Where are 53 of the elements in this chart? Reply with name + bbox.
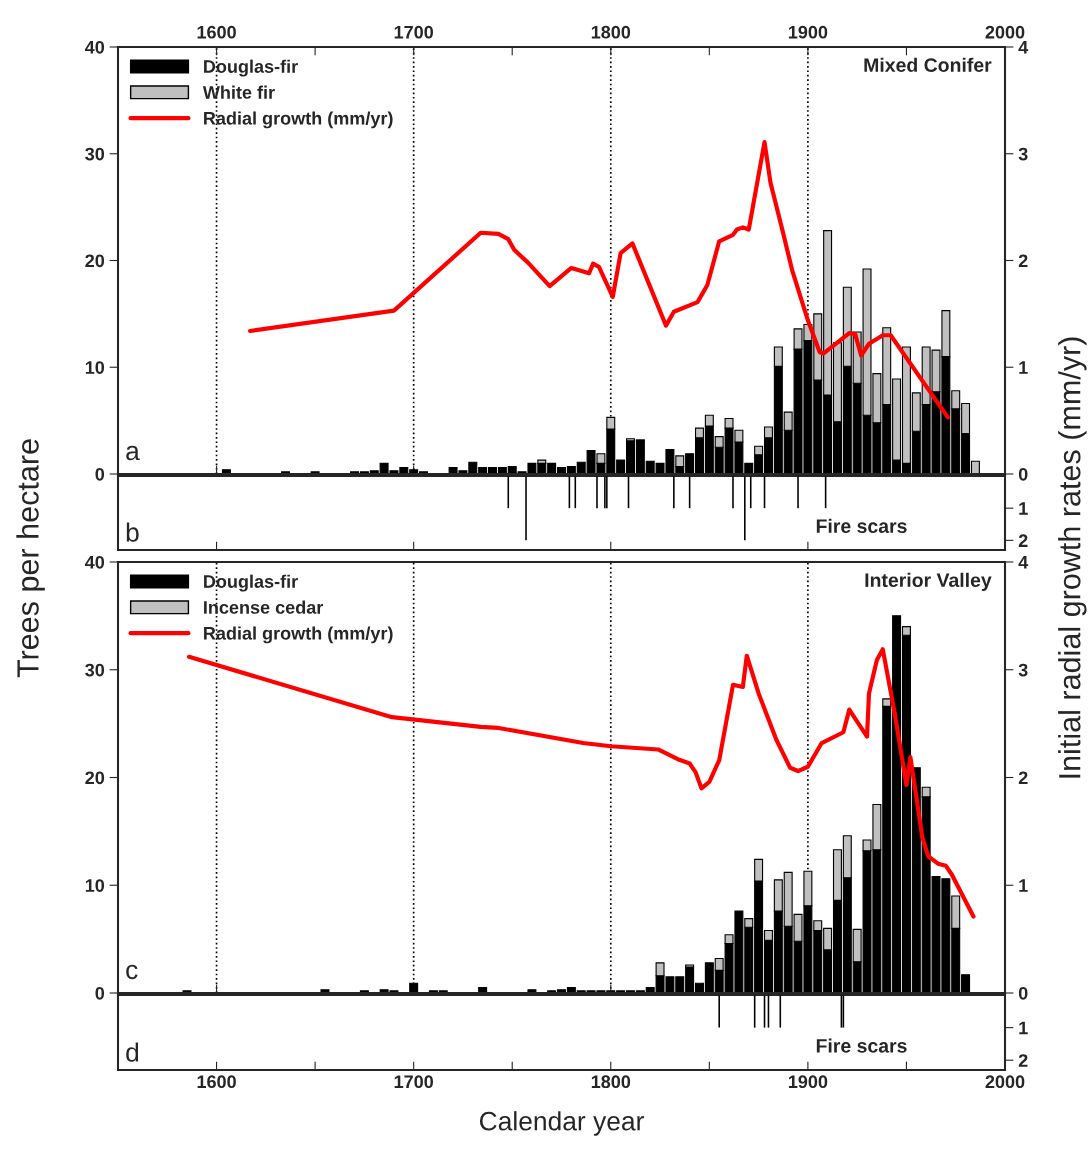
annotation: Interior Valley: [865, 572, 992, 591]
x-tick-label: 1900: [788, 1075, 828, 1089]
x-tick-label: 1700: [394, 1075, 434, 1089]
y-tick-label: 40: [85, 40, 105, 54]
x-axis-title: Calendar year: [479, 1111, 644, 1136]
y-tick-label: 30: [85, 147, 105, 161]
y2-tick-label: 3: [1018, 147, 1028, 161]
x2-tick-label: 1900: [788, 25, 828, 39]
y2-tick-label: 1: [1019, 879, 1028, 892]
line-series: [247, 139, 950, 420]
legend-label: Douglas-fir: [204, 574, 298, 592]
y2-tick-label: 2: [1018, 771, 1028, 785]
y2-tick-label: 2: [1018, 534, 1028, 547]
x-tick-label: 1800: [591, 1075, 631, 1089]
legend-label: Radial growth (mm/yr): [204, 111, 393, 129]
x2-tick-label: 1600: [197, 25, 236, 39]
x-tick-label: 1600: [197, 1075, 236, 1089]
x-tick-label: 2000: [985, 1075, 1025, 1089]
y-tick-label: 0: [95, 986, 105, 1000]
y2-tick-label: 1: [1019, 502, 1028, 515]
y-tick-label: 20: [85, 771, 105, 785]
x2-tick-label: 1800: [591, 25, 631, 39]
y2-tick-label: 3: [1018, 663, 1028, 677]
y-tick-label: 10: [85, 879, 105, 892]
legend-label: Radial growth (mm/yr): [204, 626, 393, 644]
annotation: d: [126, 1042, 139, 1062]
y-axis-title: Trees per hectare: [16, 439, 45, 678]
y-tick-label: 30: [85, 663, 105, 677]
y-tick-label: 0: [95, 467, 105, 481]
x2-tick-label: 2000: [985, 25, 1025, 39]
legend-label: Incense cedar: [204, 600, 324, 614]
y2-tick-label: 2: [1018, 254, 1028, 268]
y-tick-label: 10: [85, 361, 105, 374]
line-series: [186, 647, 976, 919]
y-tick-label: 20: [85, 254, 105, 268]
annotation: b: [126, 522, 139, 542]
y2-tick-label: 4: [1018, 556, 1029, 569]
annotation: Mixed Conifer: [864, 57, 992, 72]
annotation: a: [126, 445, 140, 461]
legend-label: White fir: [202, 85, 275, 99]
annotation: c: [126, 964, 138, 980]
y2-tick-label: 1: [1019, 1021, 1028, 1035]
y2-tick-label: 4: [1018, 41, 1029, 54]
y2-tick-label: 2: [1018, 1054, 1028, 1067]
y2-tick-label: 0: [1018, 467, 1028, 481]
x2-tick-label: 1700: [394, 25, 434, 39]
legend-label: Douglas-fir: [204, 59, 298, 77]
y2-axis-title: Initial radial growth rates (mm/yr): [1058, 337, 1087, 778]
annotation: Fire scars: [816, 518, 907, 534]
y2-tick-label: 1: [1019, 361, 1028, 374]
annotation: Fire scars: [816, 1038, 907, 1053]
y-tick-label: 40: [85, 555, 105, 569]
y2-tick-label: 0: [1018, 986, 1028, 1000]
